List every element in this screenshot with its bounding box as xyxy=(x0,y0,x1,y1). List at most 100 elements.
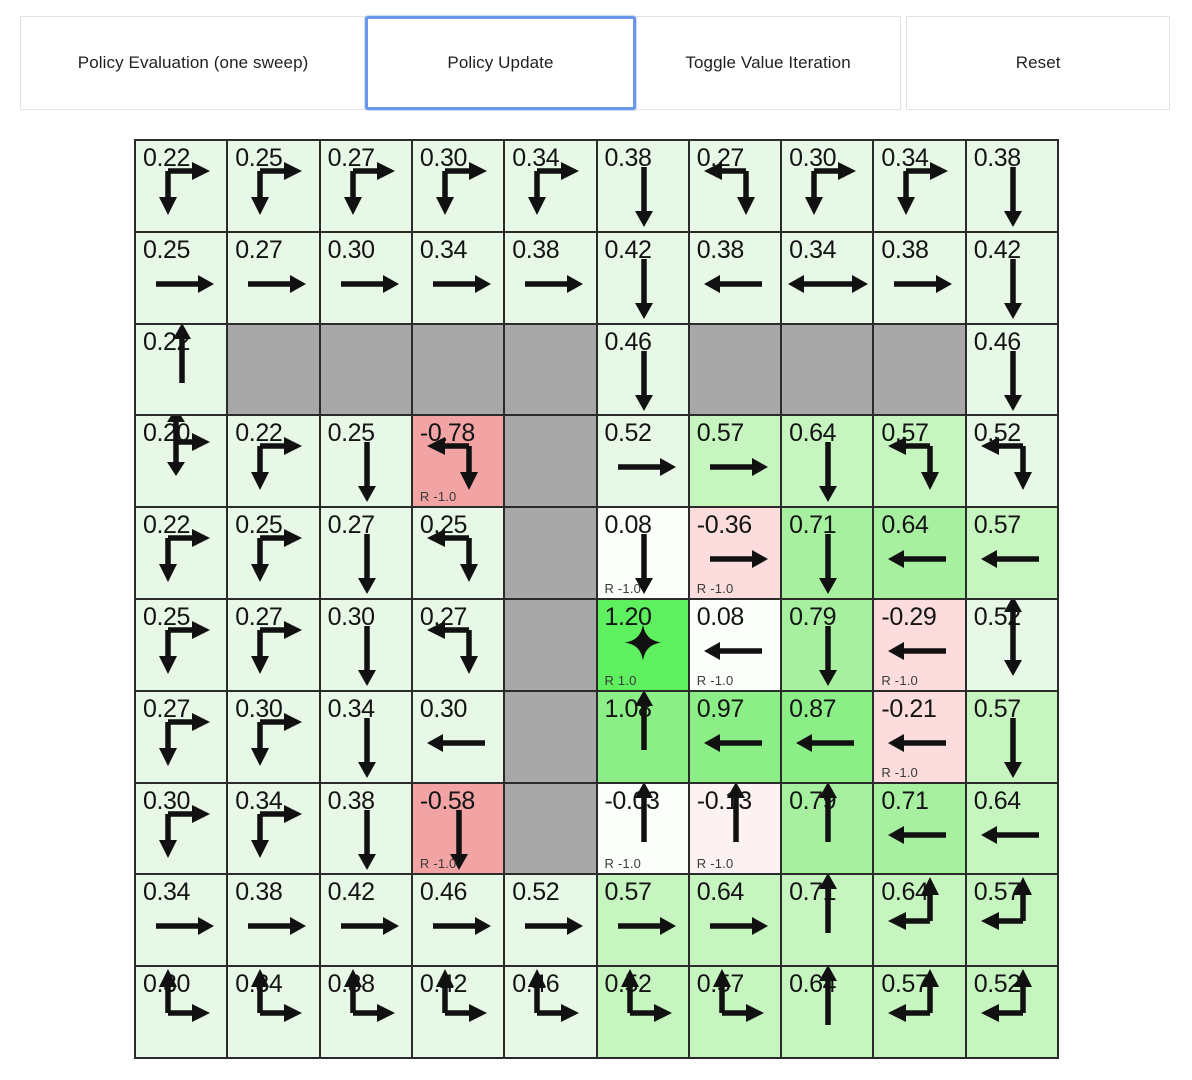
grid-cell[interactable]: 0.22 xyxy=(136,324,227,415)
grid-cell[interactable]: 0.57 xyxy=(597,875,688,966)
grid-cell[interactable]: 0.30 xyxy=(412,141,504,231)
policy-update-button[interactable]: Policy Update xyxy=(365,16,636,110)
grid-cell[interactable]: 0.52 xyxy=(505,875,596,966)
grid-cell[interactable]: 0.38 xyxy=(228,875,319,966)
grid-cell[interactable]: 0.30 xyxy=(320,600,411,690)
toggle-value-iteration-button[interactable]: Toggle Value Iteration xyxy=(634,16,902,110)
grid-cell[interactable]: -0.13 R -1.0 xyxy=(689,783,781,874)
grid-cell[interactable]: 0.30 xyxy=(228,691,319,782)
grid-cell[interactable]: 0.27 xyxy=(320,141,411,231)
grid-cell[interactable]: 0.20 xyxy=(136,416,227,507)
grid-cell[interactable]: 0.27 xyxy=(228,232,319,323)
grid-cell[interactable]: 0.30 xyxy=(412,691,504,782)
grid-cell[interactable]: 0.64 xyxy=(782,416,873,507)
grid-cell[interactable]: 0.52 xyxy=(966,416,1057,507)
grid-cell[interactable]: 0.79 xyxy=(782,783,873,874)
grid-cell[interactable]: 0.34 xyxy=(874,141,965,231)
cell-value: 0.71 xyxy=(881,786,929,815)
grid-cell[interactable]: 0.27 xyxy=(136,691,227,782)
grid-cell[interactable]: 0.46 xyxy=(412,875,504,966)
grid-cell[interactable]: -0.29 R -1.0 xyxy=(874,600,965,690)
cell-value: 0.57 xyxy=(696,419,744,448)
grid-cell[interactable]: 0.87 xyxy=(782,691,873,782)
grid-cell[interactable]: 0.97 xyxy=(689,691,781,782)
grid-cell[interactable]: 0.52 xyxy=(966,967,1057,1057)
grid-cell[interactable]: 0.25 xyxy=(136,600,227,690)
grid-cell[interactable]: 0.42 xyxy=(966,232,1057,323)
grid-cell[interactable]: 0.57 xyxy=(689,416,781,507)
cell-value: 0.34 xyxy=(881,144,929,172)
grid-cell[interactable]: 0.42 xyxy=(320,875,411,966)
grid-cell[interactable]: 0.42 xyxy=(412,967,504,1057)
grid-cell[interactable]: 0.22 xyxy=(136,141,227,231)
grid-cell[interactable]: -0.36 R -1.0 xyxy=(689,508,781,598)
grid-cell[interactable]: 0.52 xyxy=(597,967,688,1057)
grid-cell[interactable]: 0.52 xyxy=(966,600,1057,690)
cell-value: 0.64 xyxy=(881,878,929,907)
grid-cell[interactable]: -0.58 R -1.0 xyxy=(412,783,504,874)
grid-cell[interactable]: 0.71 xyxy=(874,783,965,874)
grid-cell[interactable]: 0.71 xyxy=(782,508,873,598)
grid-cell[interactable]: 0.38 xyxy=(689,232,781,323)
grid-cell[interactable]: 0.30 xyxy=(320,232,411,323)
grid-cell[interactable]: 0.38 xyxy=(874,232,965,323)
grid-cell[interactable]: 0.57 xyxy=(966,691,1057,782)
grid-cell[interactable]: 0.30 xyxy=(136,783,227,874)
grid-cell[interactable]: 0.38 xyxy=(505,232,596,323)
grid-cell[interactable]: 0.64 xyxy=(689,875,781,966)
grid-cell[interactable]: 0.38 xyxy=(320,783,411,874)
grid-cell[interactable]: 0.27 xyxy=(689,141,781,231)
grid-cell[interactable]: -0.21 R -1.0 xyxy=(874,691,965,782)
grid-cell[interactable]: 0.34 xyxy=(412,232,504,323)
grid-cell[interactable]: 0.22 xyxy=(136,508,227,598)
grid-cell[interactable]: 0.57 xyxy=(874,967,965,1057)
grid-cell[interactable]: 0.08 R -1.0 xyxy=(689,600,781,690)
grid-cell[interactable]: 0.34 xyxy=(228,967,319,1057)
grid-cell-wall xyxy=(505,691,596,782)
policy-evaluation-button[interactable]: Policy Evaluation (one sweep) xyxy=(20,16,367,110)
grid-cell[interactable]: 0.46 xyxy=(966,324,1057,415)
cell-value: 0.57 xyxy=(973,694,1021,723)
grid-cell[interactable]: 0.38 xyxy=(597,141,688,231)
grid-cell[interactable]: 0.30 xyxy=(782,141,873,231)
grid-cell[interactable]: 0.30 xyxy=(136,967,227,1057)
grid-cell[interactable]: 1.20 R 1.0 xyxy=(597,600,688,690)
grid-cell[interactable]: 0.57 xyxy=(874,416,965,507)
grid-cell[interactable]: -0.03 R -1.0 xyxy=(597,783,688,874)
grid-cell[interactable]: 0.46 xyxy=(597,324,688,415)
grid-cell[interactable]: 0.57 xyxy=(689,967,781,1057)
grid-cell[interactable]: 1.08 xyxy=(597,691,688,782)
grid-cell[interactable]: 0.38 xyxy=(320,967,411,1057)
grid-cell[interactable]: 0.22 xyxy=(228,416,319,507)
grid-cell[interactable]: 0.25 xyxy=(320,416,411,507)
grid-cell[interactable]: 0.79 xyxy=(782,600,873,690)
grid-cell[interactable]: 0.34 xyxy=(228,783,319,874)
grid-cell[interactable]: 0.27 xyxy=(412,600,504,690)
grid-cell[interactable]: 0.34 xyxy=(505,141,596,231)
grid-cell[interactable]: 0.34 xyxy=(136,875,227,966)
cell-value: 0.71 xyxy=(789,511,837,540)
grid-cell[interactable]: 0.64 xyxy=(874,875,965,966)
grid-cell[interactable]: 0.34 xyxy=(782,232,873,323)
grid-cell[interactable]: 0.64 xyxy=(874,508,965,598)
grid-cell[interactable]: 0.71 xyxy=(782,875,873,966)
grid-cell[interactable]: 0.27 xyxy=(320,508,411,598)
grid-cell[interactable]: 0.34 xyxy=(320,691,411,782)
grid-cell[interactable]: 0.52 xyxy=(597,416,688,507)
grid-cell[interactable]: 0.25 xyxy=(412,508,504,598)
grid-cell[interactable]: 0.42 xyxy=(597,232,688,323)
grid-cell[interactable]: 0.46 xyxy=(505,967,596,1057)
grid-cell[interactable]: 0.08 R -1.0 xyxy=(597,508,688,598)
grid-cell[interactable]: 0.57 xyxy=(966,875,1057,966)
grid-cell[interactable]: 0.57 xyxy=(966,508,1057,598)
grid-cell[interactable]: 0.25 xyxy=(228,508,319,598)
grid-cell[interactable]: 0.27 xyxy=(228,600,319,690)
reset-button[interactable]: Reset xyxy=(906,16,1170,110)
grid-cell[interactable]: 0.25 xyxy=(228,141,319,231)
grid-cell[interactable]: 0.64 xyxy=(966,783,1057,874)
grid-cell[interactable]: -0.78 R -1.0 xyxy=(412,416,504,507)
cell-value: 0.34 xyxy=(512,144,560,172)
grid-cell[interactable]: 0.38 xyxy=(966,141,1057,231)
grid-cell[interactable]: 0.64 xyxy=(782,967,873,1057)
grid-cell[interactable]: 0.25 xyxy=(136,232,227,323)
